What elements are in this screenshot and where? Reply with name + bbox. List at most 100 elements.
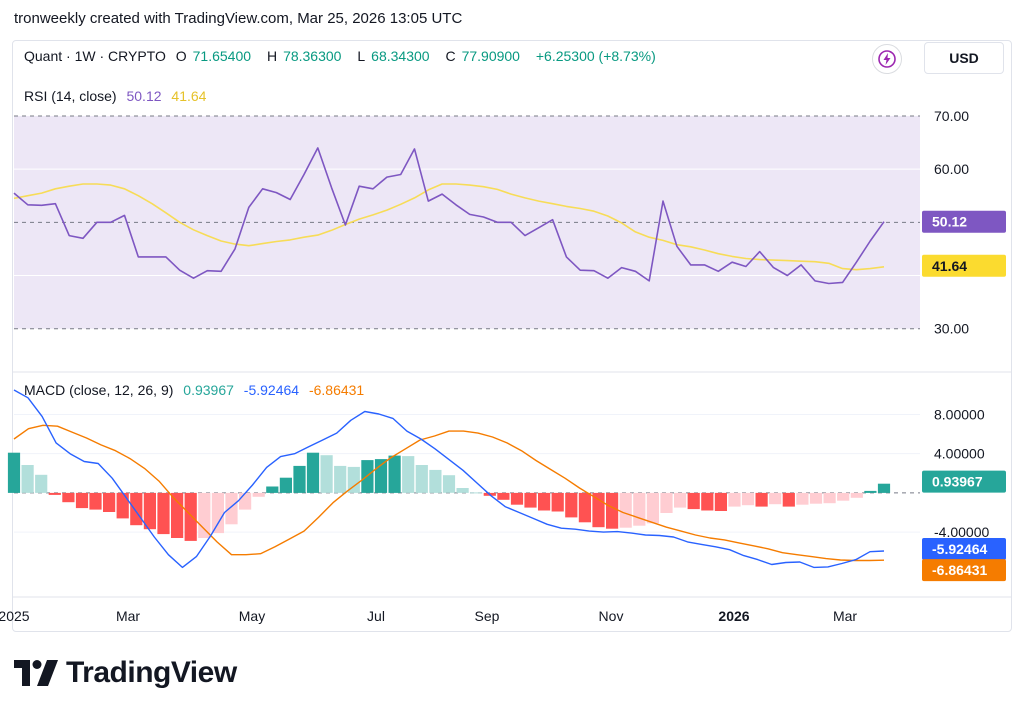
histogram-bar bbox=[538, 492, 551, 511]
histogram-bar bbox=[198, 492, 211, 538]
rsi-title: RSI (14, close) bbox=[24, 88, 117, 104]
histogram-bar bbox=[171, 492, 184, 538]
histogram-bar bbox=[837, 492, 850, 501]
histogram-bar bbox=[823, 492, 836, 504]
histogram-bar bbox=[714, 492, 727, 511]
rsi-value-tag-text: 50.12 bbox=[932, 214, 967, 230]
time-axis-tick: 2025 bbox=[0, 608, 30, 624]
histogram-bar bbox=[877, 483, 891, 493]
histogram-bar bbox=[456, 488, 469, 493]
time-axis-tick: Mar bbox=[833, 608, 857, 624]
symbol-title[interactable]: Quant · 1W · CRYPTO bbox=[24, 48, 166, 64]
histogram-bar bbox=[524, 492, 537, 508]
histogram-bar bbox=[252, 492, 265, 497]
symbol-legend: Quant · 1W · CRYPTO O 71.65400 H 78.36300 … bbox=[24, 48, 662, 64]
histogram-bar bbox=[769, 492, 782, 505]
histogram-bar bbox=[130, 492, 143, 526]
histogram-bar bbox=[211, 492, 224, 534]
rsi-ma-value-tag-bg bbox=[922, 254, 1006, 277]
time-axis-tick: Nov bbox=[599, 608, 624, 624]
signal-value-tag: -6.86431 bbox=[922, 559, 1006, 582]
histogram-bar bbox=[75, 492, 89, 509]
macd-value-tag: -5.92464 bbox=[922, 537, 1006, 560]
time-axis-tick: Mar bbox=[116, 608, 140, 624]
histogram-bar bbox=[143, 492, 156, 530]
time-axis-tick: 2026 bbox=[718, 608, 749, 624]
histogram-bar bbox=[239, 492, 252, 510]
histogram-bar bbox=[388, 455, 401, 493]
histogram-legend-value: 0.93967 bbox=[183, 382, 234, 398]
histogram-bar bbox=[701, 492, 714, 511]
histogram-bar bbox=[266, 486, 279, 493]
currency-button[interactable]: USD bbox=[924, 42, 1004, 74]
time-axis-tick: May bbox=[239, 608, 265, 624]
histogram-value-tag: 0.93967 bbox=[922, 470, 1006, 493]
histogram-bar bbox=[347, 466, 360, 493]
rsi-ma-value-tag-text: 41.64 bbox=[932, 258, 967, 274]
histogram-bar bbox=[850, 492, 863, 498]
time-axis-tick: Jul bbox=[367, 608, 385, 624]
rsi-ma-legend-value: 41.64 bbox=[171, 88, 207, 104]
histogram-bar bbox=[157, 492, 170, 535]
histogram-bar bbox=[320, 455, 333, 493]
open-value: 71.65400 bbox=[192, 48, 252, 64]
histogram-bar bbox=[429, 469, 442, 493]
macd-legend-value: -5.92464 bbox=[243, 382, 300, 398]
macd-value-tag-bg bbox=[922, 537, 1006, 560]
histogram-bar bbox=[782, 492, 795, 507]
rsi-axis-tick: 70.00 bbox=[934, 108, 969, 124]
low-key: L bbox=[357, 48, 366, 64]
histogram-value-tag-bg bbox=[922, 470, 1006, 493]
macd-axis-tick: 4.00000 bbox=[934, 446, 985, 462]
signal-value-tag-bg bbox=[922, 559, 1006, 582]
histogram-bar bbox=[7, 452, 21, 493]
histogram-bar bbox=[809, 492, 823, 504]
rsi-axis-tick: 30.00 bbox=[934, 321, 969, 337]
histogram-bar bbox=[646, 492, 659, 524]
rsi-legend[interactable]: RSI (14, close) 50.12 41.64 bbox=[24, 88, 212, 104]
histogram-bar bbox=[687, 492, 700, 510]
rsi-line bbox=[13, 147, 885, 285]
histogram-bar bbox=[415, 465, 428, 493]
macd-title: MACD (close, 12, 26, 9) bbox=[24, 382, 174, 398]
histogram-bar bbox=[442, 475, 456, 493]
histogram-bar bbox=[578, 492, 591, 523]
histogram-bar bbox=[21, 465, 34, 493]
time-axis-tick: Sep bbox=[475, 608, 500, 624]
histogram-bar bbox=[660, 492, 673, 513]
histogram-bar bbox=[728, 492, 741, 507]
macd-axis-tick: -4.00000 bbox=[934, 524, 989, 540]
lightning-icon bbox=[878, 50, 896, 68]
change-value: +6.25300 (+8.73%) bbox=[535, 48, 656, 64]
indicator-chart[interactable]: 70.00 60.00 30.00 50.12 41.64 8.00000 4.00000 -… bbox=[0, 0, 1024, 640]
rsi-ma-line bbox=[13, 183, 885, 271]
signal-value-tag-text: -6.86431 bbox=[932, 562, 987, 578]
histogram-bar bbox=[374, 459, 388, 493]
close-value: 77.90900 bbox=[461, 48, 520, 64]
chart-frame bbox=[12, 40, 1012, 632]
histogram-bar bbox=[184, 492, 197, 541]
histogram-bar bbox=[565, 492, 578, 518]
histogram-bar bbox=[62, 492, 75, 503]
macd-legend[interactable]: MACD (close, 12, 26, 9) 0.93967 -5.92464… bbox=[24, 382, 370, 398]
tradingview-logo-text: TradingView bbox=[66, 656, 237, 689]
histogram-bar bbox=[796, 492, 809, 505]
attribution-text: tronweekly created with TradingView.com,… bbox=[14, 10, 463, 27]
histogram-bar bbox=[619, 492, 632, 528]
histogram-bar bbox=[510, 492, 524, 505]
histogram-bar bbox=[116, 492, 129, 519]
histogram-bar bbox=[402, 456, 415, 493]
histogram-bar bbox=[35, 474, 48, 493]
lightning-button[interactable] bbox=[872, 44, 902, 74]
histogram-bar bbox=[674, 492, 687, 508]
histogram-bar bbox=[48, 492, 61, 495]
histogram-bar bbox=[279, 477, 292, 493]
open-key: O bbox=[175, 48, 187, 64]
rsi-legend-value: 50.12 bbox=[126, 88, 162, 104]
histogram-bar bbox=[551, 492, 564, 512]
histogram-bar bbox=[741, 492, 755, 506]
tradingview-logo: TradingView bbox=[14, 656, 237, 690]
tradingview-logo-icon bbox=[14, 660, 58, 686]
high-key: H bbox=[266, 48, 278, 64]
signal-legend-value: -6.86431 bbox=[308, 382, 365, 398]
